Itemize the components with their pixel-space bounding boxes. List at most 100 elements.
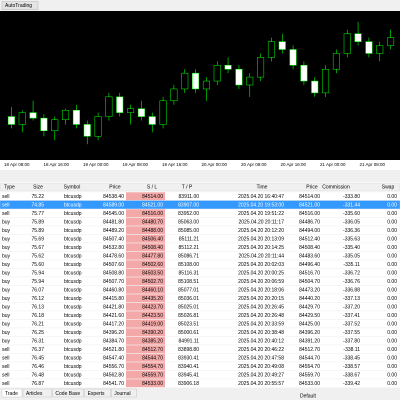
table-row[interactable] (0, 319, 400, 329)
table-row[interactable] (0, 285, 400, 295)
candle-body (148, 116, 156, 125)
cell: 0.00 (387, 245, 397, 251)
candle-body (213, 65, 221, 82)
cell: 83945.41 (178, 372, 199, 378)
table-row[interactable] (0, 259, 400, 269)
tab[interactable] (22, 388, 52, 398)
cell: 0.00 (387, 194, 397, 200)
tab[interactable] (111, 388, 137, 398)
cell: 0.00 (387, 355, 397, 361)
tab[interactable] (84, 388, 111, 398)
table-row[interactable] (0, 268, 400, 278)
autotrading-button[interactable] (1, 1, 39, 10)
cell: btcusdp (64, 236, 82, 242)
sl-cell (126, 192, 165, 201)
cell: 2025.04.20 20:14:25 (238, 245, 284, 251)
cell: 76.18 (31, 313, 44, 319)
table-row[interactable] (0, 353, 400, 363)
tab[interactable] (1, 388, 23, 398)
cell: 83898.80 (178, 347, 199, 353)
time-label: 20 Apr 00:00 (202, 162, 228, 167)
cell: 0.00 (387, 381, 397, 387)
column-header: Price (306, 185, 318, 191)
cell: 85000.61 (178, 330, 199, 336)
cell: -337.52 (343, 321, 360, 327)
time-label: 21 Apr 00:00 (320, 162, 346, 167)
cell: 84421.60 (103, 313, 124, 319)
candle-body (365, 41, 373, 54)
candle-body (387, 37, 395, 46)
sl-cell (126, 345, 165, 354)
cell: 84516.00 (142, 211, 163, 217)
table-row[interactable] (0, 242, 400, 252)
table-row[interactable] (0, 361, 400, 371)
cell: 0.00 (387, 296, 397, 302)
table-row[interactable] (0, 191, 400, 201)
table-row[interactable] (0, 251, 400, 261)
time-label: 20 Apr 08:00 (241, 162, 267, 167)
cell: 76.12 (31, 296, 44, 302)
cell: 0.00 (387, 202, 397, 208)
cell: sell (2, 202, 10, 208)
cell: 84489.20 (103, 228, 124, 234)
candle-body (332, 53, 340, 70)
table-row[interactable] (0, 234, 400, 244)
table-row[interactable] (0, 302, 400, 312)
candle-body (159, 100, 167, 125)
cell: 0.00 (387, 270, 397, 276)
cell: btcusdp (64, 202, 82, 208)
table-row[interactable] (0, 208, 400, 218)
cell: 84429.70 (299, 304, 320, 310)
table-row[interactable] (0, 344, 400, 354)
time-label: 18 Apr 16:00 (44, 162, 70, 167)
sl-cell (126, 362, 165, 371)
candle-body (289, 49, 297, 66)
cell: buy (2, 330, 11, 336)
column-header: Commission (322, 185, 350, 191)
candle-body (127, 108, 135, 113)
cell: 84507.40 (103, 236, 124, 242)
cell: 84507.60 (103, 262, 124, 268)
table-row[interactable] (0, 225, 400, 235)
cell: 84589.00 (103, 202, 124, 208)
cell: 84514.00 (299, 194, 320, 200)
table-row[interactable] (0, 217, 400, 227)
cell: 2025.04.20 20:26:45 (238, 304, 284, 310)
table-row[interactable] (0, 200, 400, 210)
cell: sell (2, 372, 10, 378)
cell: 76.25 (31, 330, 44, 336)
cell: 84521.00 (142, 202, 163, 208)
cell: -338.57 (343, 364, 360, 370)
cell: 74.85 (31, 202, 44, 208)
cell: 76.46 (31, 364, 44, 370)
table-row[interactable] (0, 370, 400, 380)
cell: 84417.20 (103, 321, 124, 327)
cell: sell (2, 211, 10, 217)
cell: 2025.04.20 19:51:22 (238, 211, 284, 217)
cell: 84533.00 (142, 381, 163, 387)
table-row[interactable] (0, 327, 400, 337)
cell: 84562.80 (103, 372, 124, 378)
cell: 0.00 (387, 347, 397, 353)
sl-cell (126, 319, 165, 328)
cell: 85085.00 (178, 228, 199, 234)
time-label: 19 Apr 00:00 (83, 162, 109, 167)
cell: 84494.00 (299, 228, 320, 234)
column-header: T / P (182, 185, 193, 191)
table-row[interactable] (0, 378, 400, 388)
cell: 84504.70 (299, 279, 320, 285)
cell: 0.00 (387, 287, 397, 293)
table-row[interactable] (0, 310, 400, 320)
time-label: 19 Apr 08:00 (123, 162, 149, 167)
table-row[interactable] (0, 276, 400, 286)
tab[interactable] (52, 388, 84, 398)
cell: 84516.00 (299, 211, 320, 217)
tab-label: Experts (88, 391, 105, 397)
table-row[interactable] (0, 336, 400, 346)
sl-cell (126, 353, 165, 362)
cell: 84502.70 (142, 279, 163, 285)
table-row[interactable] (0, 293, 400, 303)
cell: -336.36 (343, 228, 360, 234)
cell: btcusdp (64, 381, 82, 387)
